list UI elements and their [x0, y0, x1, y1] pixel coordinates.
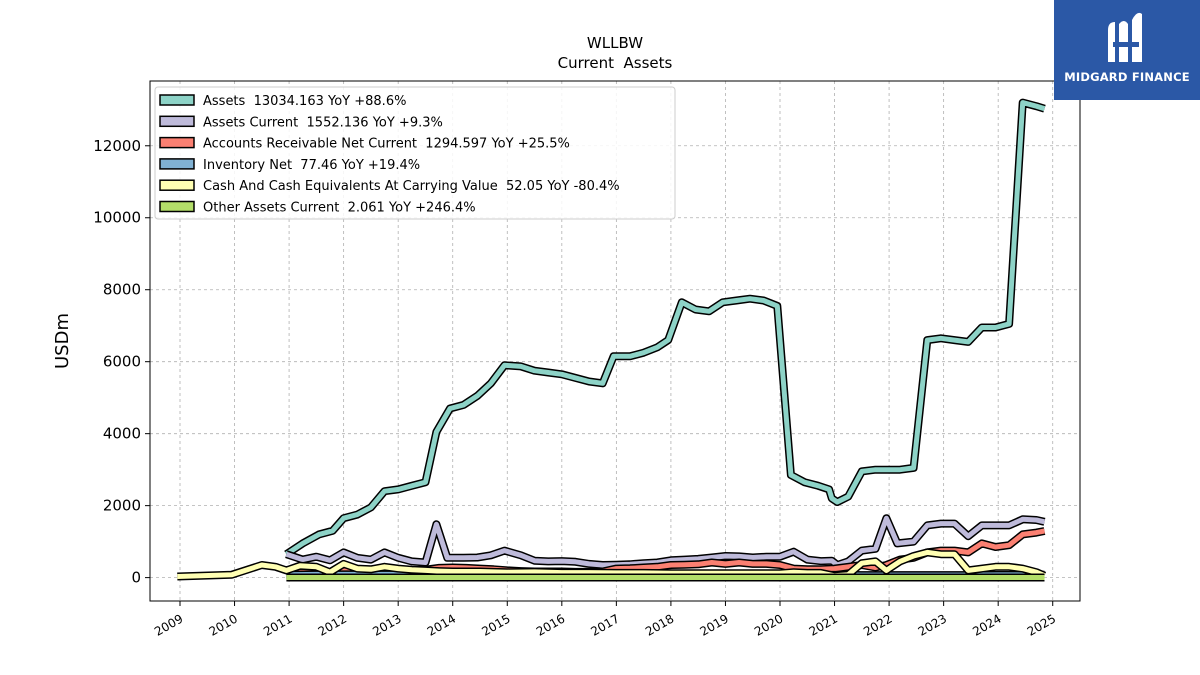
y-axis-label: USDm	[52, 313, 73, 369]
x-tick-label: 2009	[152, 611, 185, 638]
series-line-fill	[285, 100, 1046, 557]
y-tick-label: 12000	[93, 137, 141, 155]
legend: Assets 13034.163 YoY +88.6% Assets Curren…	[154, 86, 676, 220]
x-tick-label: 2020	[752, 611, 785, 638]
legend-swatch	[159, 158, 195, 170]
x-tick-label: 2014	[425, 611, 458, 638]
y-tick-label: 2000	[103, 497, 141, 515]
x-tick-label: 2025	[1025, 611, 1058, 638]
y-tick-label: 4000	[103, 425, 141, 443]
series-line	[177, 548, 1047, 581]
chart-title: WLLBW	[587, 34, 643, 52]
legend-label: Cash And Cash Equivalents At Carrying Va…	[203, 179, 620, 194]
x-tick-label: 2019	[698, 611, 731, 638]
y-tick-label: 6000	[103, 353, 141, 371]
brand-mark-icon	[1108, 12, 1142, 62]
x-tick-label: 2016	[534, 611, 567, 638]
legend-label: Inventory Net 77.46 YoY +19.4%	[203, 158, 420, 173]
x-tick-label: 2010	[207, 611, 240, 638]
x-tick-label: 2011	[261, 611, 294, 638]
y-tick-label: 8000	[103, 281, 141, 299]
x-tick-label: 2017	[588, 611, 621, 638]
brand-name: MIDGARD FINANCE	[1064, 70, 1190, 84]
x-tick-label: 2021	[807, 611, 840, 638]
legend-swatch	[159, 115, 195, 128]
y-tick-label: 10000	[93, 209, 141, 227]
brand-logo: MIDGARD FINANCE	[1054, 0, 1200, 100]
legend-box	[154, 86, 676, 220]
series-line-fill	[285, 515, 1046, 568]
series-layer	[177, 98, 1047, 582]
plot-frame	[149, 80, 1081, 602]
series-line-fill	[177, 549, 1046, 579]
x-tick-label: 2018	[643, 611, 676, 638]
x-tick-label: 2012	[316, 611, 349, 638]
chart-subtitle: Current Assets	[558, 54, 673, 72]
legend-swatch	[159, 179, 195, 191]
x-tick-label: 2015	[479, 611, 512, 638]
legend-swatch	[159, 94, 195, 106]
x-tick-label: 2024	[970, 611, 1003, 638]
x-tick-label: 2013	[370, 611, 403, 638]
legend-label: Accounts Receivable Net Current 1294.597…	[203, 137, 570, 152]
legend-label: Assets 13034.163 YoY +88.6%	[203, 94, 406, 109]
x-tick-label: 2022	[861, 611, 894, 638]
y-tick-label: 0	[131, 569, 141, 587]
legend-label: Assets Current 1552.136 YoY +9.3%	[203, 115, 443, 130]
legend-label: Other Assets Current 2.061 YoY +246.4%	[203, 201, 476, 216]
series-line	[284, 98, 1046, 558]
legend-swatch	[159, 200, 195, 213]
legend-swatch	[159, 136, 195, 149]
x-tick-label: 2023	[916, 611, 949, 638]
series-line	[285, 514, 1046, 569]
